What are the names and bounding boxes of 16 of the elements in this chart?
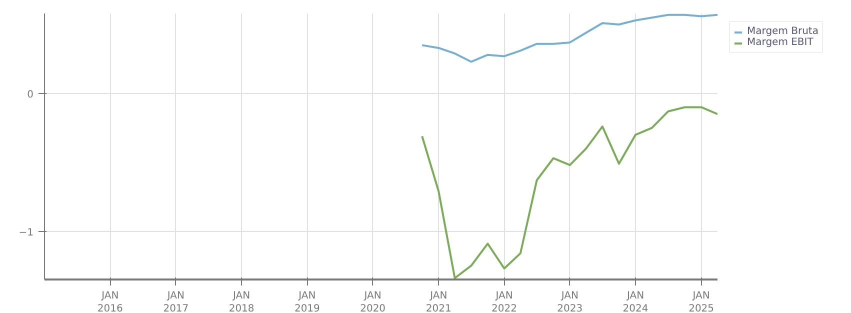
x-tick-label: JAN 2024 bbox=[622, 290, 648, 313]
legend-label: Margem EBIT bbox=[747, 37, 814, 48]
x-tick-label: JAN 2018 bbox=[228, 290, 254, 313]
x-tick-label: JAN 2017 bbox=[163, 290, 189, 313]
x-tick-label: JAN 2023 bbox=[557, 290, 583, 313]
x-tick-label: JAN 2021 bbox=[426, 290, 452, 313]
line-series bbox=[421, 14, 718, 63]
y-tick-label: 0 bbox=[27, 89, 34, 100]
x-tick-label: JAN 2016 bbox=[97, 290, 123, 313]
x-tick-label: JAN 2019 bbox=[294, 290, 320, 313]
y-tick-label: −1 bbox=[18, 227, 34, 238]
legend-label: Margem Bruta bbox=[747, 26, 818, 37]
x-tick-label: JAN 2022 bbox=[492, 290, 517, 313]
line-series bbox=[421, 106, 718, 280]
x-tick-label: JAN 2020 bbox=[360, 290, 386, 313]
x-tick-label: JAN 2025 bbox=[688, 290, 714, 313]
